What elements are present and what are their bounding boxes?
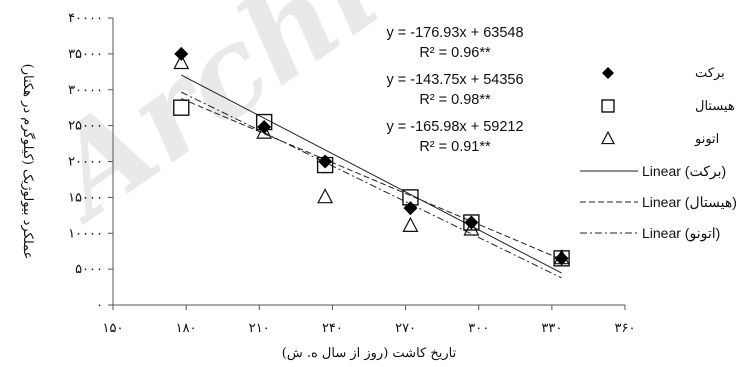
square-marker xyxy=(601,99,615,113)
diamond-marker xyxy=(602,67,614,79)
equation-barakat: y = -176.93x + 63548 xyxy=(386,25,523,41)
y-tick-label: ۱۵۰۰۰ xyxy=(68,190,103,205)
y-tick-label: ۳۰۰۰۰ xyxy=(68,83,103,98)
equation-histal: y = -143.75x + 54356 xyxy=(386,72,523,88)
x-tick-label: ۳۳۰ xyxy=(541,321,562,336)
diamond-marker xyxy=(257,120,272,135)
x-tick-label: ۲۷۰ xyxy=(395,321,416,336)
triangle-marker xyxy=(317,188,334,204)
trendline xyxy=(181,98,562,260)
legend-trend-label-barakat: Linear (برکت) xyxy=(642,163,726,180)
legend-trend-label-histal: Linear (هیستال) xyxy=(642,194,737,210)
x-axis-title: تاریخ کاشت (روز از سال ه. ش) xyxy=(282,346,457,361)
legend-markers xyxy=(580,67,638,234)
square-marker xyxy=(553,250,570,267)
x-tick-label: ۱۵۰ xyxy=(103,321,124,336)
y-axis-title: عملکرد بیولوژیک (کیلوگرم در هکتار) xyxy=(20,64,36,260)
triangle-marker xyxy=(463,220,480,236)
y-tick-label: ۵۰۰۰ xyxy=(75,262,103,277)
x-tick-label: ۲۴۰ xyxy=(322,321,343,336)
triangle-marker xyxy=(601,130,615,145)
regression-equations: y = -176.93x + 63548 R² = 0.96** y = -14… xyxy=(386,25,523,155)
x-axis-ticks: ۱۵۰ ۱۸۰ ۲۱۰ ۲۴۰ ۲۷۰ ۳۰۰ ۳۳۰ ۳۶۰ xyxy=(103,305,636,336)
diamond-marker xyxy=(318,154,333,169)
r2-autono: R² = 0.91** xyxy=(419,139,491,155)
trendlines xyxy=(181,74,562,279)
y-tick-label: ۲۰۰۰۰ xyxy=(68,155,103,170)
y-tick-label: ۱۰۰۰۰ xyxy=(68,226,103,241)
trendline xyxy=(181,91,562,279)
plot-axes: ۰ ۵۰۰۰ ۱۰۰۰۰ ۱۵۰۰۰ ۲۰۰۰۰ ۲۵۰۰۰ ۳۰۰۰۰ ۳۵۰۰۰ ۴۰۰۰۰… xyxy=(68,11,635,336)
triangle-marker xyxy=(256,123,273,139)
equation-autono: y = -165.98x + 59212 xyxy=(386,119,523,135)
legend-label-barakat: برکت xyxy=(695,66,725,81)
x-tick-label: ۲۱۰ xyxy=(249,321,270,336)
x-tick-label: ۱۸۰ xyxy=(176,321,197,336)
y-tick-label: ۴۰۰۰۰ xyxy=(68,11,103,26)
square-marker xyxy=(463,214,480,231)
legend-label-histal: هیستال xyxy=(695,99,735,114)
x-tick-label: ۳۶۰ xyxy=(615,321,636,336)
diamond-marker xyxy=(554,251,569,266)
legend: برکت هیستال اتونو Linear (برکت) Linear (… xyxy=(580,66,737,242)
y-tick-label: ۳۵۰۰۰ xyxy=(68,47,103,62)
diamond-marker xyxy=(464,215,479,230)
legend-label-autono: اتونو xyxy=(694,132,719,147)
r2-histal: R² = 0.98** xyxy=(419,92,491,108)
y-axis-ticks: ۰ ۵۰۰۰ ۱۰۰۰۰ ۱۵۰۰۰ ۲۰۰۰۰ ۲۵۰۰۰ ۳۰۰۰۰ ۳۵۰۰۰ ۴۰۰۰۰ xyxy=(68,11,113,313)
legend-trend-label-autono: Linear (اتونو) xyxy=(642,225,720,242)
diamond-marker xyxy=(174,46,189,61)
data-points xyxy=(173,46,570,267)
y-tick-label: ۰ xyxy=(96,298,103,313)
triangle-marker xyxy=(173,53,190,70)
x-tick-label: ۳۰۰ xyxy=(468,321,489,336)
y-tick-label: ۲۵۰۰۰ xyxy=(68,119,103,134)
square-marker xyxy=(173,99,190,116)
r2-barakat: R² = 0.96** xyxy=(419,45,491,61)
diamond-marker xyxy=(403,201,418,216)
trendline xyxy=(181,74,562,274)
triangle-marker xyxy=(402,216,419,232)
